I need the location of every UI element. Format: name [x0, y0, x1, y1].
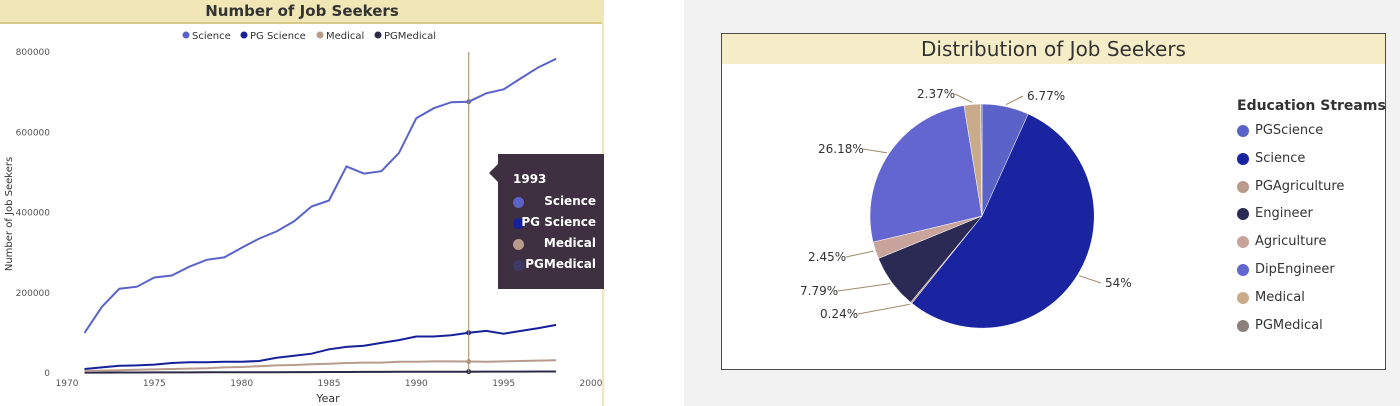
y-tick-label: 800000 — [16, 48, 51, 58]
series-line-medical — [84, 359, 557, 372]
line-chart-title: Number of Job Seekers — [0, 0, 604, 24]
legend-label: PGScience — [1255, 123, 1324, 138]
tooltip-series-name: Science — [544, 194, 596, 208]
legend-color-dot — [1237, 236, 1249, 249]
tooltip-series-name: PGMedical — [525, 257, 596, 271]
legend-color-dot — [1237, 125, 1249, 137]
legend-label: Medical — [1255, 289, 1305, 305]
legend-label: Science — [1255, 150, 1306, 166]
pie-chart-title: Distribution of Job Seekers — [722, 34, 1385, 64]
x-tick-label: 1980 — [230, 379, 253, 389]
series-lines — [83, 57, 557, 375]
legend-dot — [182, 31, 190, 39]
x-tick-label: 1975 — [143, 379, 166, 389]
legend-label: PGMedical — [1255, 317, 1323, 333]
legend-dot — [240, 31, 248, 39]
y-tick-label: 400000 — [16, 209, 51, 219]
series-line-pgmedical — [84, 370, 557, 374]
y-axis-ticks: 0 200000 400000 600000 800000 — [16, 48, 51, 379]
legend-color-dot — [1237, 291, 1249, 304]
legend-color-dot — [1237, 319, 1249, 332]
legend-label: PGAgriculture — [1255, 178, 1345, 194]
x-tick-label: 1970 — [56, 379, 79, 389]
y-axis-label: Number of Job Seekers — [4, 157, 15, 271]
line-chart-svg: Science PG Science Medical PGMedical 020000… — [4, 31, 603, 405]
series-line-pg-science — [84, 323, 557, 370]
line-chart-panel: Number of Job Seekers Science PG Science M… — [0, 0, 666, 406]
legend-dot — [316, 31, 324, 39]
series-line-science — [83, 57, 557, 334]
tooltip-color-dot — [513, 218, 524, 229]
x-axis-label: Year — [315, 392, 340, 405]
tooltip-color-dot — [513, 260, 524, 271]
y-tick-label: 600000 — [16, 128, 51, 138]
tooltip-color-dot — [513, 239, 524, 250]
legend-label: PG Science — [250, 31, 306, 42]
legend-label: Medical — [326, 31, 364, 42]
x-tick-label: 1990 — [405, 379, 428, 389]
legend-label: Engineer — [1255, 206, 1313, 222]
tooltip-series-name: Medical — [543, 236, 596, 250]
legend-label: PGMedical — [384, 31, 436, 42]
x-tick-label: 2000 — [580, 379, 603, 389]
panel-gap — [604, 0, 684, 406]
line-chart-legend: Science PG Science Medical PGMedical — [182, 31, 436, 42]
tooltip-series-name: PG Science — [521, 215, 596, 229]
legend-color-dot — [1237, 152, 1249, 165]
y-tick-label: 200000 — [16, 289, 51, 299]
legend-label: DipEngineer — [1255, 262, 1335, 277]
tooltip-color-dot — [513, 197, 524, 208]
x-tick-label: 1995 — [492, 379, 515, 389]
y-tick-label: 0 — [44, 369, 50, 379]
legend-dot — [374, 31, 382, 39]
tooltip-year: 1993 — [513, 172, 547, 186]
x-axis-ticks: 1970 1975 1980 1985 1990 1995 2000 — [56, 379, 603, 389]
legend-label: Agriculture — [1255, 234, 1327, 250]
legend-label: Science — [192, 31, 231, 42]
x-tick-label: 1985 — [318, 379, 341, 389]
legend-color-dot — [1237, 180, 1249, 193]
legend-color-dot — [1237, 264, 1249, 276]
legend-color-dot — [1237, 208, 1249, 221]
pie-legend-title: Education Streams — [1237, 98, 1386, 114]
